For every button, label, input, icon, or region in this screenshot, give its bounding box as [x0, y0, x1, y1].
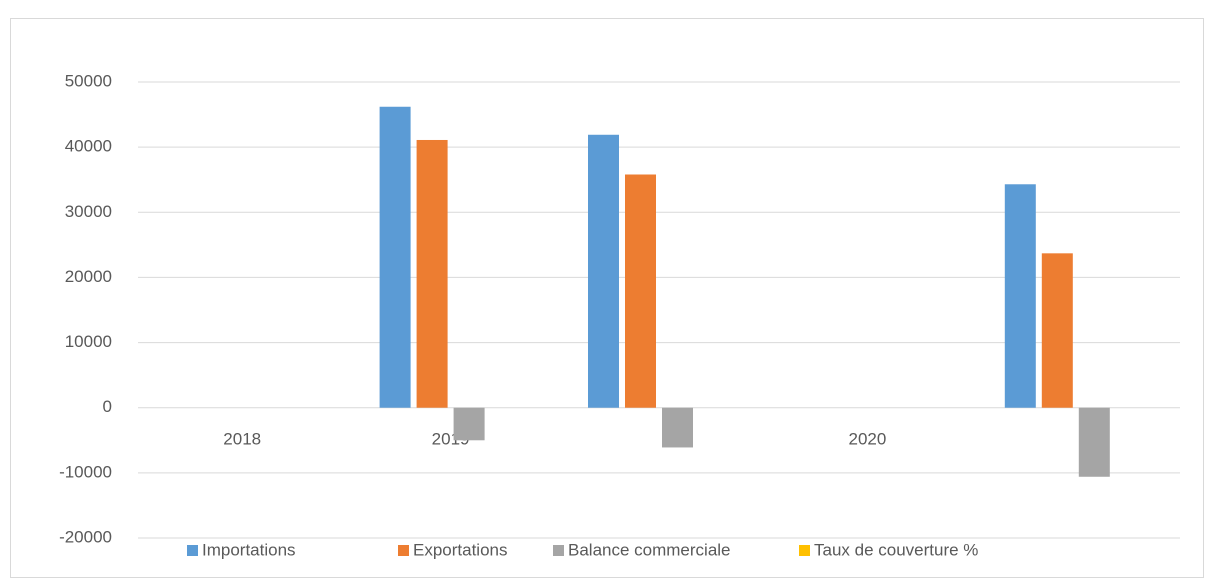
bar: [588, 134, 619, 408]
bar: [1078, 407, 1110, 477]
x-tick-label: 2018: [223, 429, 261, 448]
x-tick-label: 2020: [848, 429, 886, 448]
legend-swatch: [398, 545, 409, 556]
y-tick-label: -10000: [59, 462, 112, 481]
y-tick-label: 50000: [65, 71, 112, 90]
legend-swatch: [553, 545, 564, 556]
bar: [379, 106, 411, 408]
bar: [1004, 184, 1036, 408]
legend-swatch: [187, 545, 198, 556]
legend-label: Taux de couverture %: [814, 540, 978, 559]
y-tick-label: 0: [103, 397, 112, 416]
bar: [453, 407, 485, 441]
legend-label: Importations: [202, 540, 296, 559]
legend-label: Balance commerciale: [568, 540, 731, 559]
bar: [625, 174, 656, 408]
y-tick-label: -20000: [59, 527, 112, 546]
bar: [416, 139, 448, 408]
legend-label: Exportations: [413, 540, 508, 559]
y-tick-label: 10000: [65, 332, 112, 351]
bar: [1041, 253, 1073, 408]
y-tick-label: 40000: [65, 137, 112, 156]
y-tick-label: 30000: [65, 202, 112, 221]
legend-swatch: [799, 545, 810, 556]
bar: [662, 407, 693, 448]
y-tick-label: 20000: [65, 267, 112, 286]
